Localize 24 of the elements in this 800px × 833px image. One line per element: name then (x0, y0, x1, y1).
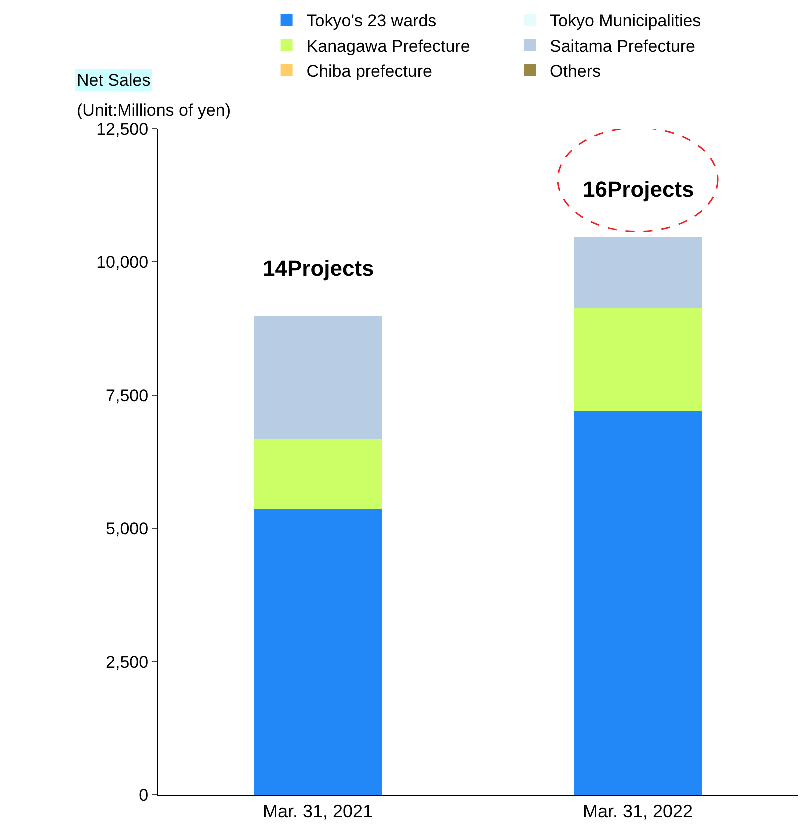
bar (574, 308, 702, 411)
y-tick-label: 0 (139, 786, 149, 805)
bar (254, 440, 382, 509)
bar (574, 410, 702, 795)
y-tick-label: 5,000 (106, 520, 149, 539)
legend-label: Tokyo Municipalities (550, 12, 702, 31)
legend-label: Saitama Prefecture (550, 36, 696, 56)
legend-label: Chiba prefecture (306, 62, 432, 81)
y-tick-label: 12,500 (96, 120, 149, 139)
legend-label: Others (550, 62, 602, 81)
y-axis-title: Net Sales (77, 71, 151, 90)
bar (254, 316, 382, 440)
annotation: 14Projects (263, 256, 374, 281)
bar (574, 237, 702, 309)
annotation: 16Projects (583, 177, 694, 202)
y-tick-label: 2,500 (106, 652, 149, 672)
bar (254, 508, 382, 795)
x-tick-label: Mar. 31, 2022 (582, 802, 694, 822)
text: (Unit:Millions of yen) (77, 101, 231, 120)
y-tick-label: 10,000 (96, 253, 149, 272)
legend-label: Tokyo's 23 wards (306, 12, 437, 31)
legend-label: Kanagawa Prefecture (306, 36, 470, 56)
x-tick-label: Mar. 31, 2021 (262, 802, 374, 822)
y-tick-label: 7,500 (106, 386, 149, 406)
